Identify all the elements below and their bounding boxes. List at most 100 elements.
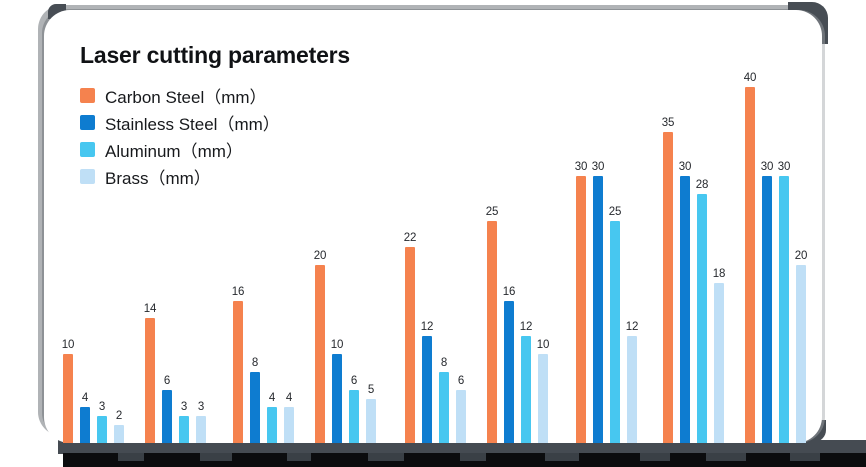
bar-value-label: 14 [143, 303, 157, 316]
backdrop-segment [200, 453, 232, 461]
bar-column: 10 [537, 339, 549, 443]
bar [162, 389, 172, 443]
bar-value-label: 30 [678, 161, 692, 173]
bar-value-label: 8 [440, 356, 448, 369]
bar-value-label: 10 [61, 339, 75, 351]
bar-column: 10 [61, 339, 75, 443]
bar-column: 30 [574, 161, 588, 443]
bar [796, 265, 806, 443]
backdrop-segment [118, 453, 144, 461]
bar [456, 389, 466, 443]
bar-column: 25 [486, 206, 498, 443]
bar [439, 371, 449, 443]
bar-column: 30 [760, 161, 774, 443]
bar [504, 300, 514, 443]
bar-column: 3 [196, 401, 206, 443]
bar-value-label: 12 [420, 321, 434, 334]
bar [593, 176, 603, 443]
bar-group: 25 16 12 10 [486, 206, 549, 443]
bar [114, 425, 124, 443]
bar-column: 20 [313, 250, 327, 443]
bar [487, 220, 497, 443]
legend-item-carbon-steel: Carbon Steel（mm） [80, 86, 280, 107]
bar-value-label: 30 [574, 161, 588, 173]
bar [663, 131, 673, 443]
bar [349, 389, 359, 443]
bar-group: 14 6 3 3 [143, 303, 206, 443]
bar [267, 407, 277, 443]
bar-column: 25 [609, 206, 621, 443]
backdrop-segment [790, 453, 820, 461]
bar-value-label: 20 [313, 250, 327, 262]
bar-group: 16 8 4 4 [231, 285, 294, 443]
legend-item-aluminum: Aluminum（mm） [80, 140, 280, 161]
bar-column: 4 [284, 392, 294, 443]
bar-column: 6 [456, 375, 466, 443]
bar-value-label: 4 [81, 392, 89, 405]
bar-column: 20 [794, 250, 808, 443]
bar-value-label: 30 [591, 161, 605, 173]
bar-column: 18 [712, 267, 726, 443]
bar-group: 40 30 30 20 [744, 72, 808, 443]
bar-column: 6 [162, 375, 172, 443]
bar [233, 300, 243, 443]
bar [680, 176, 690, 443]
bar [422, 336, 432, 443]
bar-value-label: 6 [457, 374, 465, 387]
bar-value-label: 18 [712, 267, 726, 280]
bar-chart: 10 4 3 2 14 6 3 3 16 8 4 4 20 10 6 5 22 12 8 6 25 16 12 10 30 30 2… [44, 61, 822, 443]
legend-item-brass: Brass（mm） [80, 167, 280, 188]
bar-value-label: 30 [760, 161, 774, 173]
bar [714, 282, 724, 443]
bar-value-label: 16 [502, 285, 516, 298]
legend-swatch-icon [80, 87, 95, 103]
chart-title: Laser cutting parameters [80, 42, 351, 68]
bar-column: 28 [695, 178, 709, 443]
bar-value-label: 4 [268, 392, 276, 405]
bar [63, 354, 73, 443]
bar-value-label: 20 [794, 250, 808, 262]
bar [697, 193, 707, 443]
bar-group: 20 10 6 5 [313, 250, 376, 443]
backdrop-bottom-strip [63, 453, 866, 467]
bar [97, 416, 107, 443]
bar-column: 12 [519, 321, 533, 443]
bar-column: 35 [661, 116, 675, 443]
bar-group: 22 12 8 6 [403, 232, 466, 443]
bar-value-label: 8 [251, 356, 259, 369]
bar [145, 318, 155, 443]
bar-value-label: 35 [661, 116, 675, 129]
legend-label: Carbon Steel（mm） [105, 87, 267, 107]
bar-column: 8 [250, 357, 260, 443]
backdrop-segment [460, 453, 486, 461]
bar [196, 416, 206, 443]
bar [284, 407, 294, 443]
bar-column: 30 [777, 161, 791, 443]
bar [315, 265, 325, 443]
bar [745, 87, 755, 443]
bar-value-label: 22 [403, 232, 417, 245]
bar [538, 354, 548, 443]
bar [250, 371, 260, 443]
bar-column: 6 [349, 375, 359, 443]
bar-column: 2 [114, 410, 124, 443]
bar-value-label: 16 [231, 285, 245, 298]
backdrop-segment [706, 453, 746, 461]
bar-value-label: 6 [163, 374, 171, 387]
bar-column: 8 [439, 357, 449, 443]
bar-value-label: 30 [777, 161, 791, 173]
bar [610, 220, 620, 443]
legend-item-stainless-steel: Stainless Steel（mm） [80, 113, 280, 134]
bar-value-label: 4 [285, 392, 293, 405]
bar-value-label: 12 [519, 321, 533, 334]
bar-column: 14 [143, 303, 157, 443]
legend-swatch-icon [80, 114, 95, 130]
bar-value-label: 28 [695, 178, 709, 191]
bar [762, 176, 772, 443]
bar-column: 12 [626, 321, 638, 443]
bar-group: 35 30 28 18 [661, 116, 726, 443]
backdrop-segment [545, 453, 579, 461]
bar-column: 5 [366, 384, 376, 443]
bar [179, 416, 189, 443]
bar-group: 30 30 25 12 [574, 161, 638, 443]
